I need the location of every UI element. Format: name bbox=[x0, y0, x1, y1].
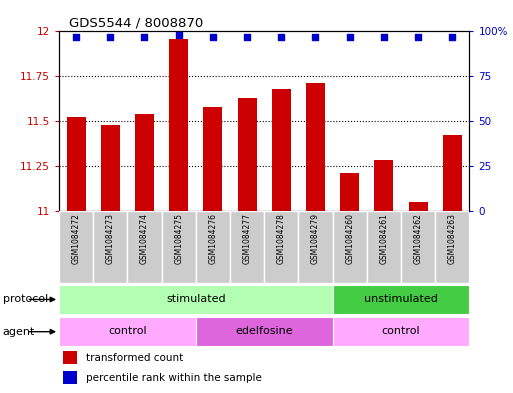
Text: GSM1084277: GSM1084277 bbox=[243, 213, 251, 264]
Bar bbox=[238, 98, 256, 211]
Bar bbox=[401, 211, 435, 283]
Text: percentile rank within the sample: percentile rank within the sample bbox=[86, 373, 262, 383]
Bar bbox=[204, 107, 222, 211]
Text: GDS5544 / 8008870: GDS5544 / 8008870 bbox=[69, 17, 204, 29]
Bar bbox=[59, 317, 196, 346]
Bar bbox=[101, 125, 120, 211]
Bar bbox=[135, 114, 154, 211]
Point bbox=[380, 34, 388, 40]
Bar bbox=[374, 160, 393, 211]
Text: protocol: protocol bbox=[3, 294, 48, 305]
Bar bbox=[59, 285, 332, 314]
Point bbox=[141, 34, 149, 40]
Text: agent: agent bbox=[3, 327, 35, 337]
Bar bbox=[59, 211, 93, 283]
Text: GSM1084275: GSM1084275 bbox=[174, 213, 183, 264]
Text: transformed count: transformed count bbox=[86, 353, 183, 363]
Bar bbox=[332, 317, 469, 346]
Text: GSM1084263: GSM1084263 bbox=[448, 213, 457, 264]
Bar bbox=[93, 211, 127, 283]
Point bbox=[106, 34, 114, 40]
Text: GSM1084260: GSM1084260 bbox=[345, 213, 354, 264]
Text: GSM1084262: GSM1084262 bbox=[413, 213, 423, 264]
Bar bbox=[409, 202, 427, 211]
Bar bbox=[435, 211, 469, 283]
Text: GSM1084278: GSM1084278 bbox=[277, 213, 286, 264]
Bar bbox=[332, 211, 367, 283]
Text: control: control bbox=[382, 326, 420, 336]
Bar bbox=[230, 211, 264, 283]
Text: unstimulated: unstimulated bbox=[364, 294, 438, 304]
Bar bbox=[63, 371, 77, 384]
Point bbox=[174, 32, 183, 38]
Bar bbox=[169, 39, 188, 211]
Text: GSM1084279: GSM1084279 bbox=[311, 213, 320, 264]
Bar bbox=[196, 211, 230, 283]
Bar bbox=[67, 118, 86, 211]
Text: GSM1084276: GSM1084276 bbox=[208, 213, 218, 264]
Text: control: control bbox=[108, 326, 147, 336]
Text: stimulated: stimulated bbox=[166, 294, 226, 304]
Text: GSM1084272: GSM1084272 bbox=[72, 213, 81, 264]
Text: GSM1084261: GSM1084261 bbox=[380, 213, 388, 264]
Point bbox=[209, 34, 217, 40]
Bar bbox=[196, 317, 332, 346]
Bar bbox=[340, 173, 359, 211]
Bar bbox=[162, 211, 196, 283]
Bar bbox=[63, 351, 77, 364]
Bar bbox=[264, 211, 299, 283]
Point bbox=[72, 34, 80, 40]
Point bbox=[414, 34, 422, 40]
Bar bbox=[332, 285, 469, 314]
Point bbox=[346, 34, 354, 40]
Text: edelfosine: edelfosine bbox=[235, 326, 293, 336]
Bar bbox=[443, 135, 462, 211]
Text: GSM1084273: GSM1084273 bbox=[106, 213, 115, 264]
Bar bbox=[306, 83, 325, 211]
Bar bbox=[299, 211, 332, 283]
Bar bbox=[127, 211, 162, 283]
Point bbox=[277, 34, 285, 40]
Bar bbox=[272, 89, 291, 211]
Text: GSM1084274: GSM1084274 bbox=[140, 213, 149, 264]
Point bbox=[243, 34, 251, 40]
Point bbox=[448, 34, 457, 40]
Point bbox=[311, 34, 320, 40]
Bar bbox=[367, 211, 401, 283]
